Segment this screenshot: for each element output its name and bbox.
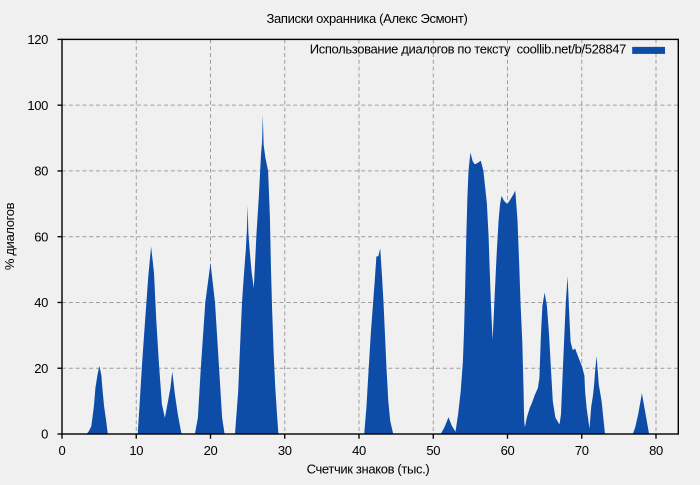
svg-text:10: 10 [129, 443, 143, 458]
svg-text:80: 80 [649, 443, 663, 458]
svg-text:0: 0 [41, 427, 48, 442]
svg-text:0: 0 [59, 443, 66, 458]
svg-text:40: 40 [34, 295, 48, 310]
svg-text:20: 20 [34, 361, 48, 376]
svg-text:50: 50 [426, 443, 440, 458]
svg-text:20: 20 [204, 443, 218, 458]
svg-text:80: 80 [34, 164, 48, 179]
svg-text:100: 100 [27, 98, 48, 113]
svg-text:Счетчик знаков (тыс.): Счетчик знаков (тыс.) [307, 462, 430, 477]
svg-text:% диалогов: % диалогов [2, 202, 17, 270]
svg-text:30: 30 [278, 443, 292, 458]
svg-text:Записки охранника (Алекс Эсмон: Записки охранника (Алекс Эсмонт) [267, 11, 468, 26]
svg-text:Использование диалогов по текс: Использование диалогов по тексту coollib… [310, 42, 626, 57]
svg-text:40: 40 [352, 443, 366, 458]
svg-text:60: 60 [501, 443, 515, 458]
svg-text:70: 70 [575, 443, 589, 458]
svg-text:60: 60 [34, 229, 48, 244]
svg-text:120: 120 [27, 32, 48, 47]
